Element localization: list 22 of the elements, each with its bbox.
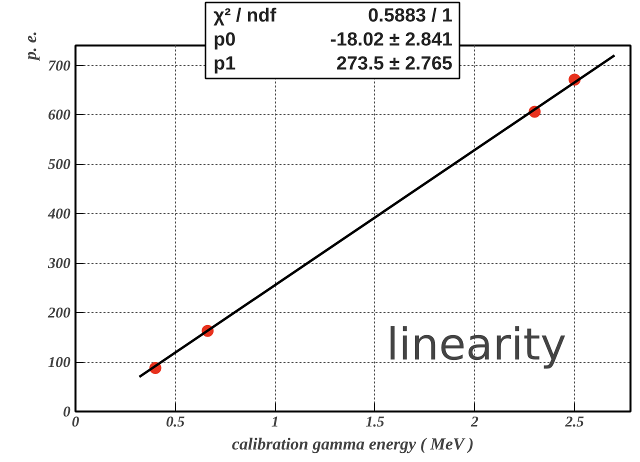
y-tick-label: 400 (47, 206, 71, 223)
y-axis-title: p. e. (21, 31, 40, 62)
x-tick-label: 2.5 (564, 414, 584, 430)
x-tick-label: 0.5 (166, 414, 186, 430)
annotation: linearity (386, 320, 566, 370)
y-tick-label: 0 (63, 404, 71, 420)
y-tick-label: 500 (48, 157, 71, 174)
x-axis-title: calibration gamma energy ( MeV ) (232, 434, 474, 454)
annotation: p0 (214, 30, 236, 50)
y-tick-label: 300 (47, 256, 71, 272)
annotation: p1 (214, 54, 236, 74)
x-tick-label: 1 (271, 414, 279, 430)
text: χ² / ndf (214, 6, 277, 26)
text: 0.5883 / 1 (368, 6, 453, 26)
annotation: -18.02 ± 2.841 (330, 30, 453, 50)
annotation: 273.5 ± 2.765 (336, 54, 453, 74)
y-tick-label: 100 (48, 355, 71, 372)
y-tick-label: 600 (48, 108, 71, 124)
x-tick-label: 1.5 (366, 414, 385, 430)
y-tick-label: 200 (47, 306, 71, 322)
x-tick-label: 2 (470, 414, 480, 430)
y-tick-label: 700 (48, 58, 71, 74)
